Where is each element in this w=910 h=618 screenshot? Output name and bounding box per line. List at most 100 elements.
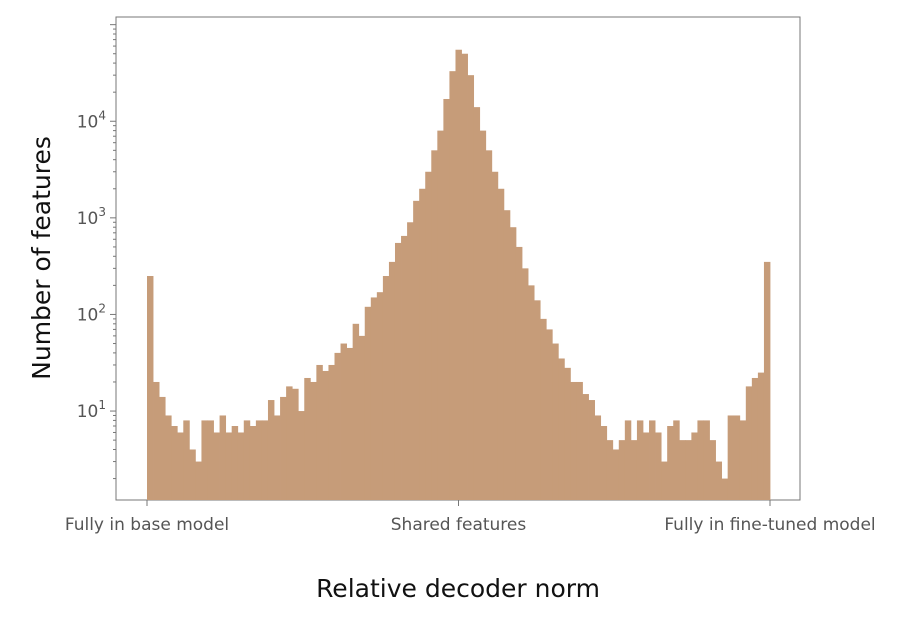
histogram-bar (425, 171, 432, 500)
histogram-bar (703, 420, 710, 500)
histogram-bar (431, 150, 438, 500)
histogram-bar (763, 261, 771, 500)
histogram-bar (515, 246, 523, 500)
histogram-bar (745, 386, 753, 500)
histogram-bar (691, 432, 698, 500)
y-axis-title: Number of features (27, 136, 56, 380)
histogram-bar (207, 420, 214, 500)
histogram-bar (147, 276, 154, 500)
histogram-bar (709, 440, 716, 500)
histogram-bar (636, 420, 644, 500)
histogram-bar (473, 107, 481, 500)
histogram-bar (249, 426, 257, 500)
y-tick-label: 104 (77, 108, 106, 132)
histogram-bar (195, 461, 202, 500)
histogram-bar (437, 130, 444, 501)
y-tick-exponent: 4 (98, 108, 106, 122)
histogram-bar (564, 367, 571, 500)
histogram-bar (497, 188, 505, 500)
histogram-bar (286, 386, 293, 500)
x-axis-title: Relative decoder norm (316, 574, 600, 603)
y-tick-label: 102 (77, 301, 106, 325)
histogram-bar (394, 242, 402, 500)
histogram-bar (364, 306, 372, 500)
y-tick-exponent: 2 (98, 301, 106, 315)
histogram-bar (213, 432, 220, 500)
histogram-bar (159, 396, 166, 500)
histogram-bar (280, 396, 287, 500)
histogram-bar (485, 150, 493, 500)
histogram-bar (594, 415, 602, 500)
histogram-bar (528, 285, 535, 500)
histogram-bar (757, 372, 765, 500)
bars-group (147, 49, 771, 501)
histogram-bar (582, 394, 589, 500)
histogram-bar (443, 98, 450, 501)
histogram-bar (570, 381, 577, 500)
histogram-bar (413, 200, 420, 500)
histogram-bar (165, 415, 172, 500)
histogram-bar (588, 400, 595, 500)
histogram-bar (715, 461, 723, 500)
histogram-bar (540, 318, 547, 500)
histogram-bar (455, 49, 462, 500)
histogram-bar (546, 329, 553, 500)
histogram-bar (267, 400, 275, 500)
histogram-bar (733, 415, 741, 500)
histogram-bar (624, 420, 632, 500)
histogram-bar (255, 420, 263, 500)
x-tick-label: Shared features (391, 515, 527, 535)
x-tick-label: Fully in fine-tuned model (664, 515, 875, 535)
y-tick-exponent: 1 (98, 398, 106, 412)
histogram-bar (322, 370, 329, 500)
histogram-bar (219, 415, 227, 500)
histogram-bar (274, 415, 281, 500)
y-tick-exponent: 3 (98, 205, 106, 219)
x-axis-ticks: Fully in base model Shared features Fully … (65, 500, 876, 535)
histogram-bar (655, 432, 662, 500)
histogram-bar (407, 222, 414, 500)
y-tick-base: 10 (77, 305, 99, 325)
histogram-bar (467, 75, 475, 500)
histogram-bar (697, 420, 704, 500)
histogram-bar (382, 276, 390, 500)
histogram-bar (721, 478, 729, 500)
histogram-bar (612, 449, 620, 500)
histogram-bar (630, 440, 638, 500)
histogram-bar (479, 130, 487, 501)
histogram-bar (509, 227, 517, 500)
histogram-bar (552, 343, 559, 500)
histogram-bar (328, 364, 335, 500)
histogram-bar (292, 388, 299, 500)
y-tick-base: 10 (77, 112, 99, 132)
histogram-bar (642, 432, 650, 500)
histogram-bar (491, 171, 499, 500)
histogram-bar (419, 188, 426, 500)
histogram-bar (177, 432, 184, 500)
histogram-bar (649, 420, 656, 500)
histogram-bar (751, 377, 759, 500)
histogram-bar (225, 432, 233, 500)
histogram-bar (261, 420, 269, 500)
histogram-bar (304, 377, 311, 500)
y-tick-base: 10 (77, 402, 99, 422)
histogram-bar (461, 53, 468, 500)
histogram-bar (237, 432, 245, 500)
histogram-bar (558, 358, 565, 500)
y-tick-base: 10 (77, 209, 99, 229)
histogram-bar (388, 261, 396, 500)
histogram-bar (576, 381, 583, 500)
histogram-bar (449, 71, 456, 500)
x-tick-label: Fully in base model (65, 515, 229, 535)
histogram-bar (310, 381, 317, 500)
histogram-bar (316, 364, 323, 500)
histogram-bar (183, 420, 190, 500)
histogram-bar (600, 426, 608, 500)
histogram-bar (346, 347, 354, 500)
histogram-bar (618, 440, 626, 500)
histogram-bar (503, 210, 511, 500)
histogram-bar (171, 426, 178, 500)
histogram-bar (153, 381, 160, 500)
